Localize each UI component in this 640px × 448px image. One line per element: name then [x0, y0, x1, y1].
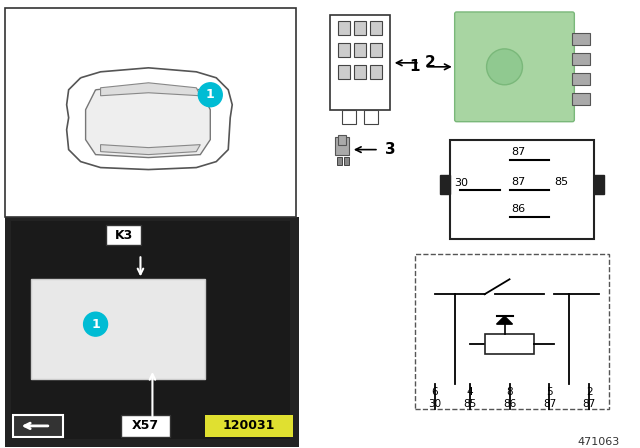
Circle shape	[486, 49, 522, 85]
Text: 87: 87	[511, 177, 525, 186]
Polygon shape	[497, 316, 513, 324]
Bar	[415, 254, 609, 409]
Bar	[5, 8, 296, 217]
Text: 85: 85	[554, 177, 568, 186]
Bar	[450, 140, 595, 239]
Text: 2: 2	[425, 56, 435, 70]
Bar	[364, 110, 378, 124]
PathPatch shape	[86, 85, 211, 158]
FancyBboxPatch shape	[454, 12, 574, 122]
Bar	[454, 12, 574, 122]
PathPatch shape	[100, 145, 200, 155]
Text: 30: 30	[428, 399, 441, 409]
Bar	[354, 65, 366, 79]
Text: 87: 87	[543, 399, 556, 409]
Bar	[440, 175, 450, 194]
Bar	[13, 415, 63, 437]
Bar	[572, 93, 590, 105]
Bar	[335, 137, 349, 155]
Bar	[338, 21, 350, 35]
Bar	[338, 43, 350, 57]
Text: 5: 5	[546, 387, 553, 397]
Bar	[337, 157, 342, 164]
Text: 2: 2	[586, 387, 593, 397]
Text: 8: 8	[506, 387, 513, 397]
Bar	[572, 53, 590, 65]
PathPatch shape	[67, 68, 232, 169]
Text: 87: 87	[511, 146, 525, 157]
Circle shape	[198, 83, 222, 107]
Text: 30: 30	[454, 177, 468, 188]
Bar	[11, 221, 290, 439]
Bar	[338, 65, 350, 79]
Bar	[106, 225, 141, 246]
Text: 1: 1	[92, 318, 100, 331]
Bar	[370, 65, 382, 79]
Bar	[330, 15, 390, 110]
Bar	[31, 279, 205, 379]
Text: 6: 6	[431, 387, 438, 397]
Text: 1: 1	[409, 59, 420, 74]
PathPatch shape	[100, 83, 200, 96]
Text: 471063: 471063	[577, 437, 620, 447]
Text: 3: 3	[385, 142, 396, 157]
Bar	[354, 21, 366, 35]
Bar	[342, 110, 356, 124]
Bar	[120, 415, 170, 437]
Bar	[595, 175, 604, 194]
Bar	[344, 157, 349, 164]
Bar	[572, 33, 590, 45]
Text: 85: 85	[463, 399, 476, 409]
Bar	[370, 43, 382, 57]
Circle shape	[84, 312, 108, 336]
Bar	[338, 135, 346, 145]
Text: 120031: 120031	[223, 419, 275, 432]
Text: 4: 4	[467, 387, 473, 397]
Text: 87: 87	[582, 399, 596, 409]
Bar	[484, 334, 534, 354]
Bar	[205, 415, 293, 437]
Text: 86: 86	[511, 204, 525, 215]
Text: X57: X57	[132, 419, 159, 432]
Bar	[370, 21, 382, 35]
Bar	[354, 43, 366, 57]
Text: 86: 86	[503, 399, 516, 409]
Bar	[5, 217, 299, 447]
Text: 1: 1	[206, 88, 214, 101]
Text: K3: K3	[115, 229, 132, 242]
Bar	[572, 73, 590, 85]
